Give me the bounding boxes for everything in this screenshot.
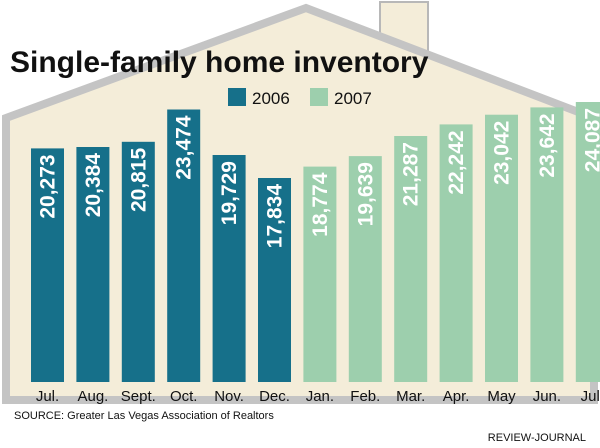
x-tick-label-3: Oct. (170, 388, 198, 405)
legend-label-2007: 2007 (334, 89, 372, 108)
legend-swatch-2007 (310, 88, 328, 106)
bar-11 (530, 107, 564, 383)
bar-value-label-0: 20,273 (37, 154, 60, 218)
bar-10 (485, 114, 518, 382)
bar-0 (31, 148, 64, 382)
x-tick-label-6: Jan. (306, 388, 334, 405)
bar-8 (394, 136, 428, 382)
x-tick-label-2: Sept. (121, 388, 156, 405)
bars (31, 102, 600, 383)
bar-value-labels: 20,273 20,384 20,815 23,474 19,729 17,834 18,7… (37, 108, 600, 248)
bar-5 (258, 178, 291, 382)
legend: 2006 2007 (228, 88, 372, 108)
x-tick-label-8: Mar. (396, 388, 425, 405)
x-tick-label-5: Dec. (259, 388, 290, 405)
legend-swatch-2006 (228, 88, 246, 106)
x-tick-label-9: Apr. (443, 388, 470, 405)
x-tick-label-10: May (487, 388, 516, 405)
bar-value-label-9: 22,242 (445, 130, 468, 194)
bar-value-label-1: 20,384 (82, 153, 105, 218)
bar-3 (167, 109, 201, 382)
bar-value-label-11: 23,642 (536, 113, 559, 177)
bar-value-label-4: 19,729 (218, 161, 241, 225)
x-tick-label-4: Nov. (214, 388, 244, 405)
x-tick-label-12: Jul. (581, 388, 600, 405)
x-tick-label-1: Aug. (77, 388, 108, 405)
x-axis-tick-labels: Jul. Aug. Sept. Oct. Nov. Dec. Jan. Feb. Mar. Apr… (36, 388, 600, 405)
bar-value-label-12: 24,087 (581, 108, 600, 172)
bar-value-label-7: 19,639 (354, 162, 377, 226)
x-tick-label-0: Jul. (36, 388, 59, 405)
bar-value-label-3: 23,474 (173, 115, 196, 180)
bar-6 (303, 166, 337, 382)
bar-4 (212, 155, 246, 382)
chart-title: Single-family home inventory (10, 46, 429, 79)
x-tick-label-11: Jun. (533, 388, 561, 405)
bar-value-label-2: 20,815 (127, 147, 150, 212)
source-note: SOURCE: Greater Las Vegas Association of… (14, 410, 274, 422)
bar-value-label-10: 23,042 (491, 121, 514, 185)
bar-value-label-6: 18,774 (309, 172, 332, 237)
legend-label-2006: 2006 (252, 89, 290, 108)
bar-value-label-8: 21,287 (400, 142, 423, 206)
credit-line: REVIEW-JOURNAL (488, 432, 586, 444)
bar-12 (575, 102, 600, 382)
bar-7 (348, 156, 382, 382)
bar-value-label-5: 17,834 (264, 184, 287, 249)
bar-1 (76, 147, 110, 382)
x-tick-label-7: Feb. (350, 388, 380, 405)
bar-2 (121, 141, 155, 382)
bar-9 (439, 124, 473, 383)
